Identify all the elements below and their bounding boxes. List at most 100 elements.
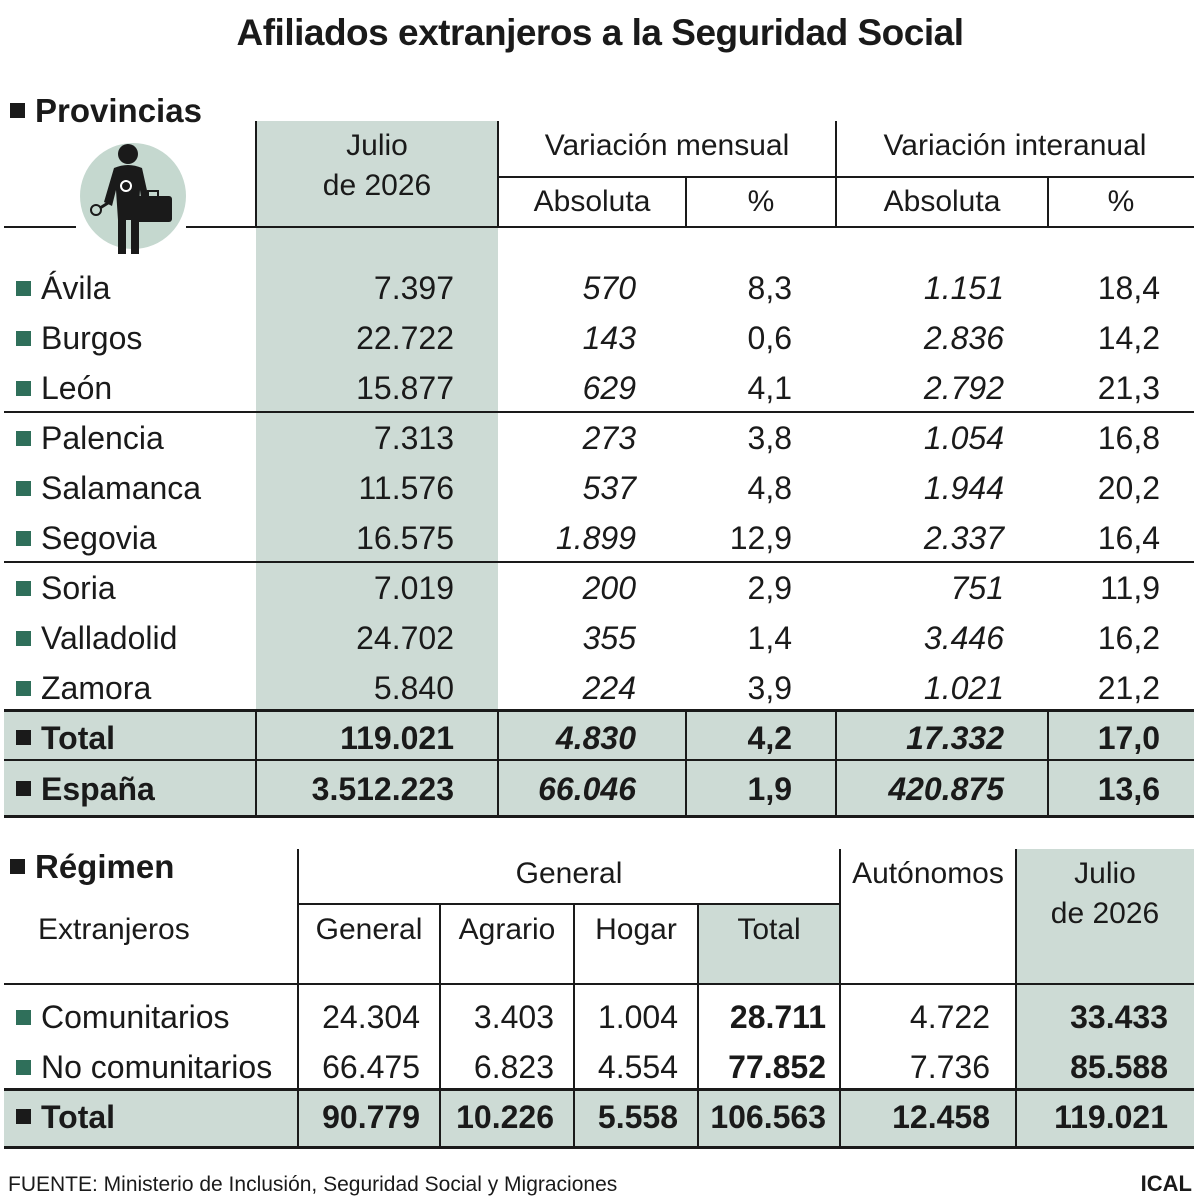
espana-row: España 3.512.223 66.046 1,9 420.875 13,6 [4, 763, 1194, 815]
row-label-text: Burgos [41, 319, 143, 356]
row-label-text: España [41, 770, 155, 807]
interanual-pct-value: 14,2 [1097, 319, 1160, 356]
interanual-absoluta-value: 1.151 [923, 269, 1004, 306]
table-row: Ávila 7.397 570 8,3 1.151 18,4 [4, 263, 1194, 313]
totals-mid-rule [4, 759, 1194, 761]
interanual-absoluta-value: 420.875 [888, 770, 1004, 807]
mensual-absoluta-value: 355 [582, 619, 636, 656]
interanual-pct-value: 20,2 [1097, 469, 1160, 506]
header-subrule [498, 176, 1194, 178]
totals-divider [1047, 711, 1049, 816]
bullet-icon [16, 729, 31, 745]
autonomos-value: 12.458 [892, 1098, 990, 1135]
mensual-pct-value: 2,9 [747, 569, 792, 606]
header-divider [255, 121, 257, 227]
mensual-pct-value: 12,9 [729, 519, 792, 556]
general-value: 90.779 [322, 1098, 420, 1135]
mensual-absoluta-value: 66.046 [538, 770, 636, 807]
mensual-absoluta-value: 273 [582, 419, 636, 456]
row-label-text: Comunitarios [41, 998, 230, 1035]
mensual-pct-value: 0,6 [747, 319, 792, 356]
row-label: Ávila [4, 263, 256, 313]
totals-bottom-rule [4, 815, 1194, 818]
julio-column-band [256, 121, 498, 711]
mensual-pct-value: 3,8 [747, 419, 792, 456]
column-divider [297, 849, 299, 1147]
interanual-absoluta-value: 2.792 [923, 369, 1004, 406]
interanual-absoluta-value: 1.944 [923, 469, 1004, 506]
header-divider [685, 176, 687, 227]
row-label: Soria [4, 563, 256, 613]
total-value: 106.563 [710, 1098, 826, 1135]
regimen-total-row: Total 90.779 10.226 5.558 106.563 12.458 119.0… [4, 1090, 1194, 1144]
bullet-icon [16, 380, 31, 396]
totals-divider [497, 711, 499, 816]
julio-value: 33.433 [1070, 998, 1168, 1035]
column-divider [573, 903, 575, 1147]
interanual-pct-value: 13,6 [1097, 770, 1160, 807]
agrario-value: 10.226 [456, 1098, 554, 1135]
row-label: No comunitarios [4, 1042, 298, 1092]
interanual-pct-value: 21,2 [1097, 669, 1160, 706]
table-row: León 15.877 629 4,1 2.792 21,3 [4, 363, 1194, 413]
provincias-section-title: Provincias [10, 92, 202, 130]
header-divider [497, 121, 499, 227]
column-divider [839, 849, 841, 1147]
interanual-absoluta-value: 17.332 [906, 719, 1004, 756]
mensual-absoluta-value: 200 [582, 569, 636, 606]
row-label: León [4, 363, 256, 413]
hogar-value: 5.558 [597, 1098, 678, 1135]
total-value: 28.711 [729, 998, 826, 1035]
group-rule [4, 561, 1194, 563]
bullet-icon [16, 1059, 31, 1075]
mensual-absoluta-value: 4.830 [555, 719, 636, 756]
table-row: Comunitarios 24.304 3.403 1.004 28.711 4.722 3… [4, 992, 1194, 1042]
general-value: 66.475 [322, 1048, 420, 1085]
julio-column-band [1016, 849, 1194, 1089]
julio-value: 119.021 [1054, 1098, 1168, 1135]
table-row: Valladolid 24.702 355 1,4 3.446 16,2 [4, 613, 1194, 663]
column-divider [1015, 849, 1017, 1147]
row-label: Burgos [4, 313, 256, 363]
column-divider [697, 903, 699, 1147]
julio-value: 85.588 [1070, 1048, 1168, 1085]
page-title: Afiliados extranjeros a la Seguridad Soc… [236, 12, 964, 53]
total-header: Total [737, 913, 801, 946]
agrario-value: 6.823 [473, 1048, 554, 1085]
bullet-icon [16, 680, 31, 696]
hogar-value: 1.004 [597, 998, 678, 1035]
mensual-absoluta-header: Absoluta [533, 185, 651, 218]
hogar-header: Hogar [595, 913, 677, 946]
interanual-absoluta-value: 3.446 [923, 619, 1004, 656]
section-bullet-icon [10, 103, 25, 118]
row-label-text: Valladolid [41, 619, 178, 656]
row-label-text: Total [41, 1098, 116, 1135]
totals-divider [685, 711, 687, 816]
interanual-pct-value: 17,0 [1097, 719, 1160, 756]
header-rule-left [4, 226, 76, 228]
totals-divider [255, 711, 257, 816]
row-label: Palencia [4, 413, 256, 463]
mensual-pct-value: 1,4 [747, 619, 792, 656]
interanual-pct-header: % [1107, 185, 1135, 218]
agrario-header: Agrario [458, 913, 556, 946]
interanual-absoluta-value: 1.054 [923, 419, 1004, 456]
source-note: FUENTE: Ministerio de Inclusión, Segurid… [8, 1173, 618, 1196]
row-label-text: Palencia [41, 419, 164, 456]
mensual-absoluta-value: 1.899 [555, 519, 636, 556]
row-label: Zamora [4, 663, 256, 713]
mensual-absoluta-value: 629 [582, 369, 636, 406]
regimen-total-bottom-rule [4, 1146, 1194, 1149]
row-label: Comunitarios [4, 992, 298, 1042]
general-value: 24.304 [322, 998, 420, 1035]
julio-value: 11.576 [358, 469, 455, 506]
mensual-absoluta-value: 143 [582, 319, 636, 356]
interanual-pct-value: 21,3 [1097, 369, 1160, 406]
header-subrule [298, 903, 840, 905]
total-value: 77.852 [728, 1048, 826, 1085]
regimen-total-top-rule [4, 1088, 1194, 1091]
row-label-text: No comunitarios [41, 1048, 273, 1085]
row-label-text: Salamanca [41, 469, 202, 506]
group-rule [4, 411, 1194, 413]
row-label-text: Segovia [41, 519, 157, 556]
